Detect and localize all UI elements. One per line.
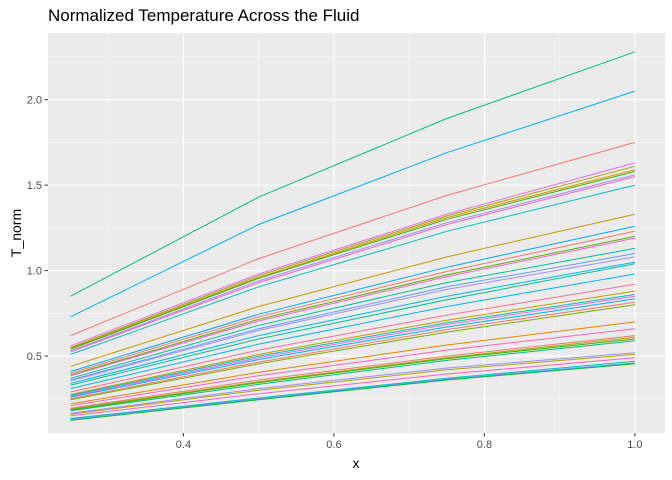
series-line-22 <box>70 283 635 393</box>
series-line-12 <box>70 225 636 372</box>
series-line-28 <box>70 304 635 401</box>
x-axis-ticks: 0.4 0.6 0.8 1.0 <box>176 433 643 451</box>
y-axis-title: T_norm <box>8 209 24 257</box>
series-line-18 <box>70 256 635 382</box>
series-line-26 <box>70 298 635 398</box>
series-line-14 <box>70 235 636 376</box>
series-line-37 <box>70 357 635 417</box>
series-line-36 <box>70 353 635 415</box>
series-line-32 <box>70 336 635 410</box>
series-line-23 <box>70 290 635 395</box>
x-tick-label: 1.0 <box>627 439 642 451</box>
y-tick-label: 0.5 <box>27 351 42 363</box>
series-line-17 <box>70 253 635 381</box>
series-line-11 <box>70 213 636 367</box>
series-line-9 <box>70 176 636 353</box>
series-line-6 <box>70 169 636 349</box>
y-tick-label: 2.0 <box>27 95 42 107</box>
series-line-31 <box>70 335 635 409</box>
series-line-38 <box>70 360 635 419</box>
panel-background <box>48 33 665 433</box>
series-line-5 <box>70 165 636 348</box>
series-line-35 <box>70 352 635 414</box>
series-layer <box>70 51 636 421</box>
series-line-29 <box>70 321 635 405</box>
series-line-39 <box>70 362 635 420</box>
series-line-16 <box>70 247 635 379</box>
series-line-13 <box>70 230 636 374</box>
series-line-40 <box>70 363 635 421</box>
chart-title: Normalized Temperature Across the Fluid <box>48 6 360 25</box>
series-line-20 <box>70 263 635 386</box>
series-line-1 <box>70 51 636 297</box>
series-line-21 <box>70 273 635 390</box>
series-line-8 <box>70 174 636 352</box>
x-tick-label: 0.4 <box>176 439 191 451</box>
minor-gridlines <box>48 33 665 433</box>
y-tick-label: 1.0 <box>27 266 42 278</box>
y-axis-ticks: 0.5 1.0 1.5 2.0 <box>27 95 48 363</box>
series-line-3 <box>70 141 636 337</box>
series-line-33 <box>70 338 635 411</box>
series-line-4 <box>70 162 636 347</box>
series-line-25 <box>70 295 635 397</box>
series-line-30 <box>70 328 635 407</box>
y-tick-label: 1.5 <box>27 180 42 192</box>
x-tick-label: 0.8 <box>477 439 492 451</box>
x-axis-title: x <box>353 455 360 471</box>
series-line-2 <box>70 90 636 318</box>
series-line-24 <box>70 294 635 396</box>
series-line-19 <box>70 261 635 384</box>
series-line-7 <box>70 171 636 350</box>
series-line-27 <box>70 301 635 400</box>
series-line-15 <box>70 237 636 377</box>
series-line-10 <box>70 184 636 355</box>
x-tick-label: 0.6 <box>326 439 341 451</box>
series-line-34 <box>70 340 635 412</box>
